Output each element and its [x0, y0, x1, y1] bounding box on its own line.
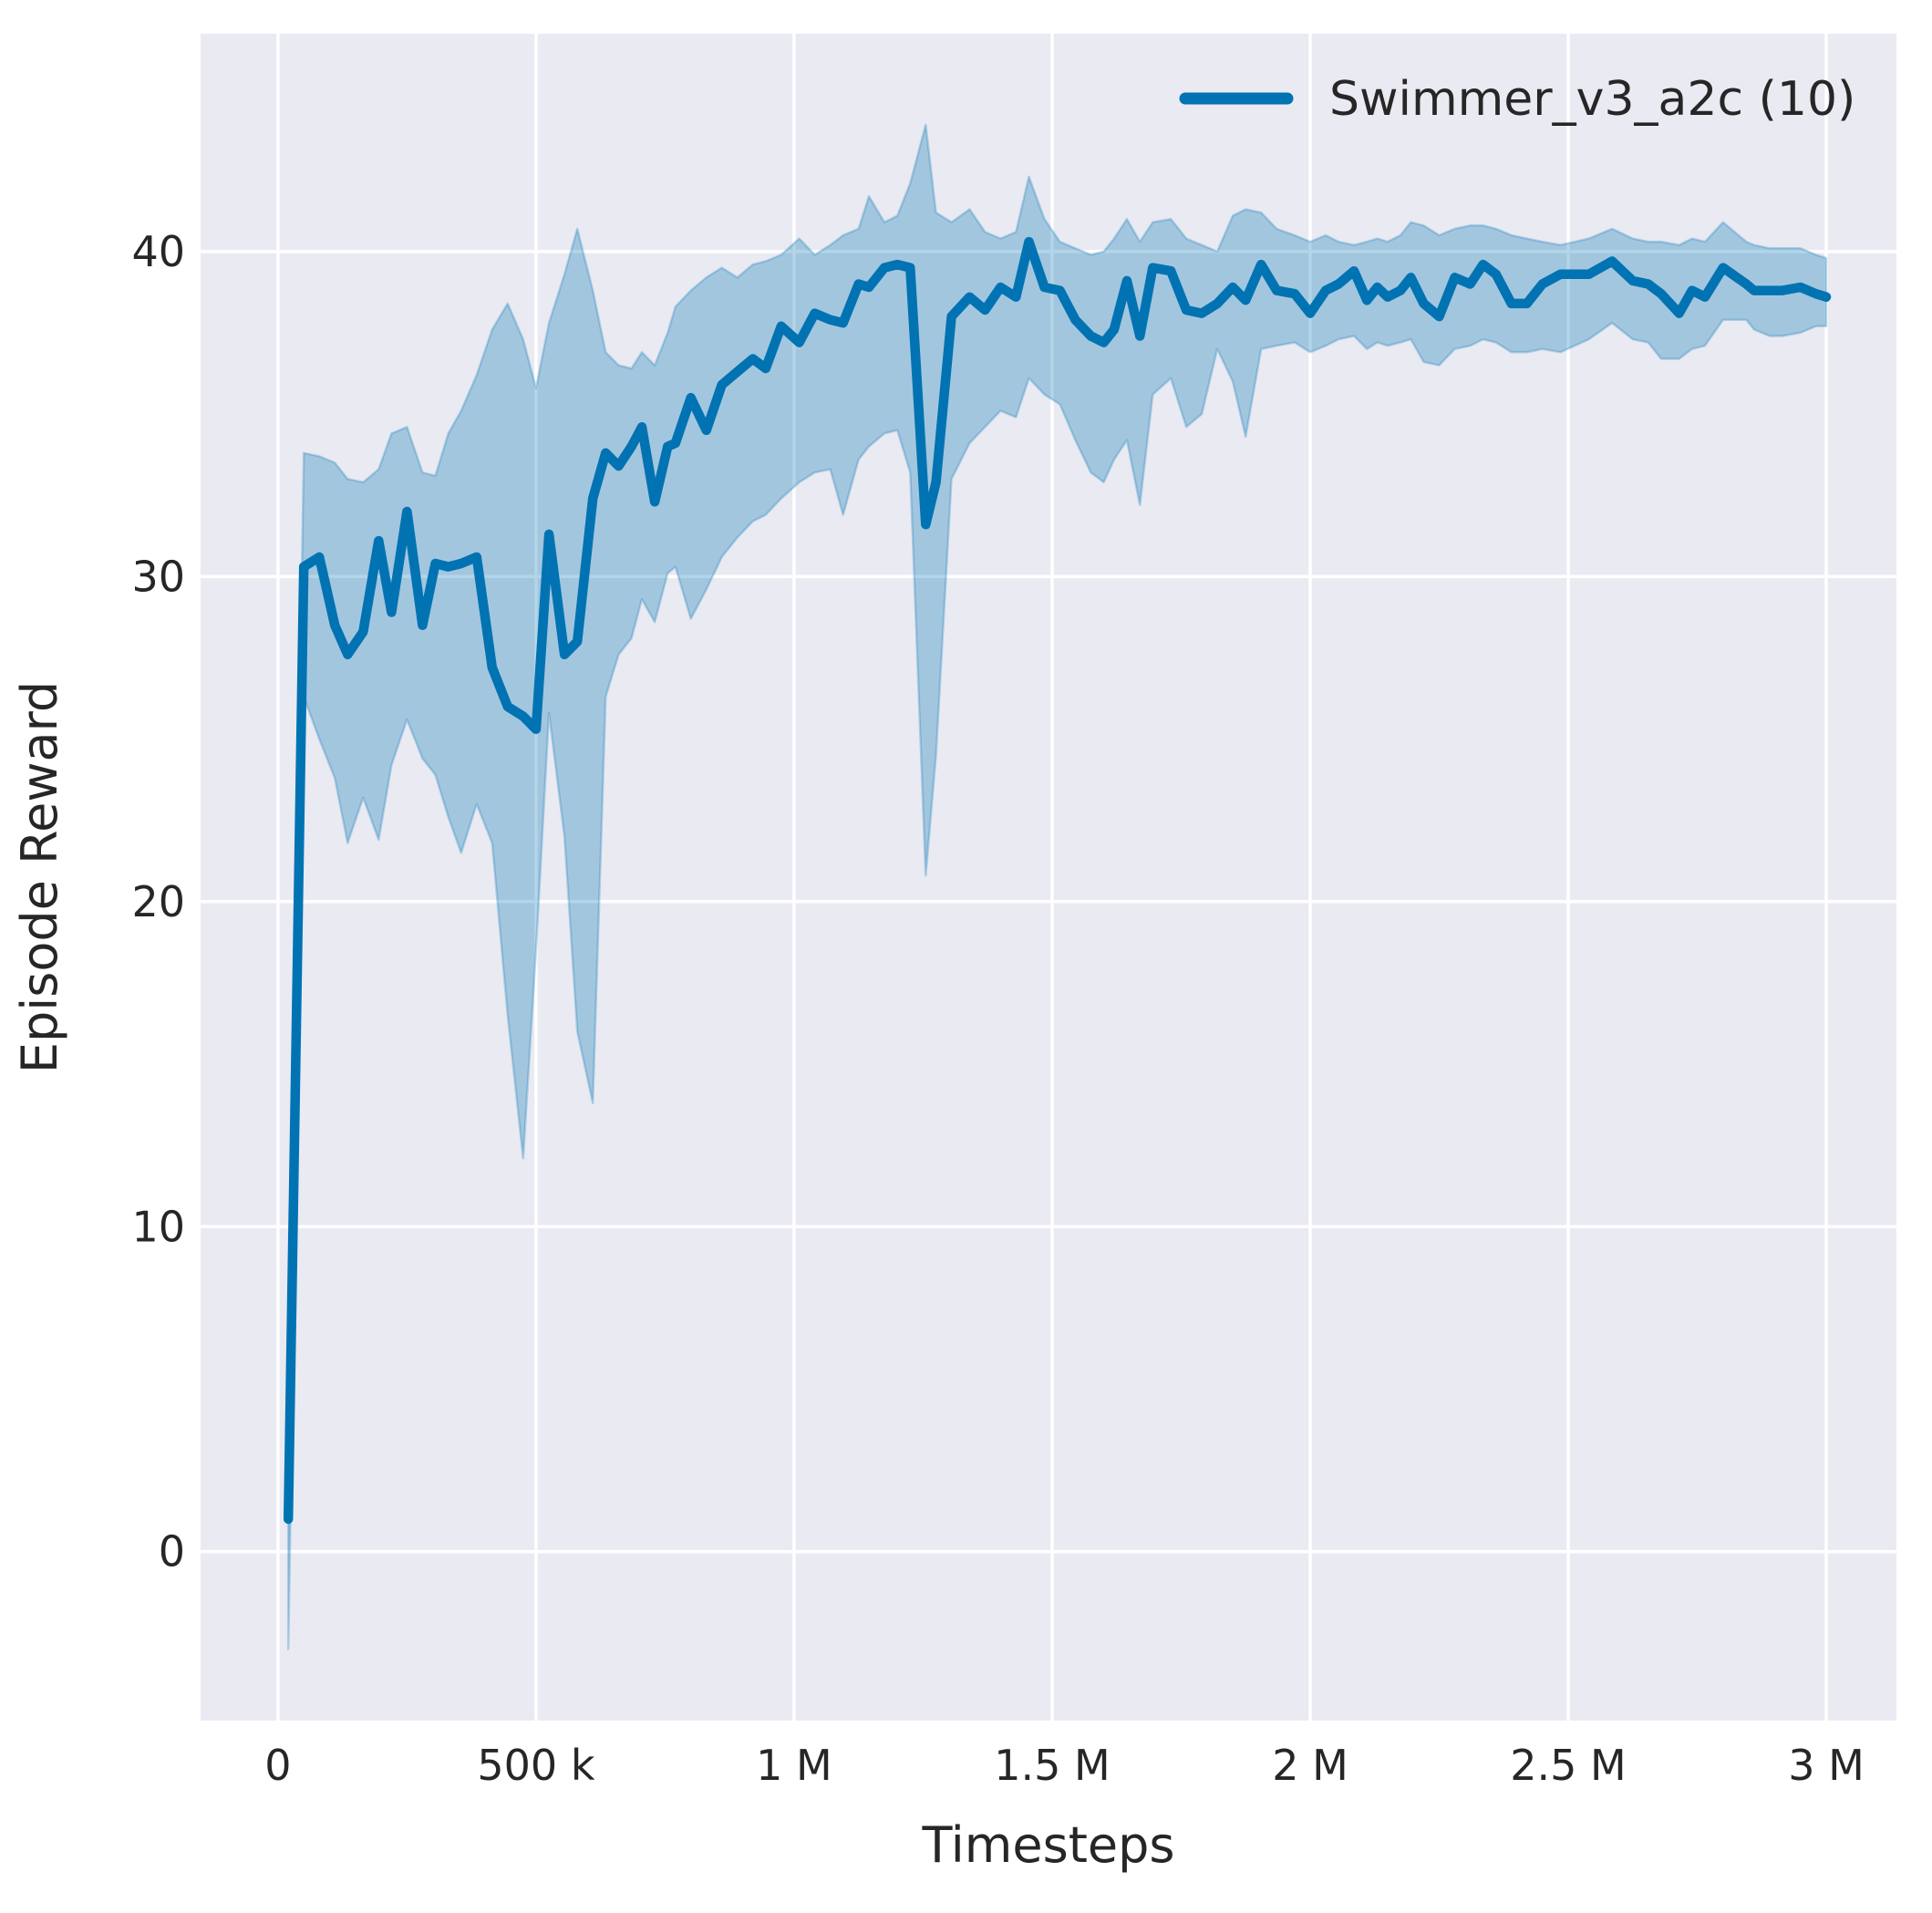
plot-area	[201, 34, 1896, 1721]
svg-text:1.5 M: 1.5 M	[994, 1741, 1110, 1790]
y-tick-labels: 0 10 20 30 40	[131, 227, 185, 1577]
svg-text:1 M: 1 M	[756, 1741, 832, 1790]
svg-text:30: 30	[131, 552, 185, 601]
svg-text:0: 0	[264, 1741, 291, 1790]
svg-text:20: 20	[131, 877, 185, 926]
series-line	[283, 236, 1832, 1525]
svg-text:3 M: 3 M	[1788, 1741, 1865, 1790]
legend: Swimmer_v3_a2c (10)	[1179, 72, 1855, 127]
gridlines	[201, 34, 1896, 1721]
y-axis-label: Episode Reward	[11, 681, 68, 1073]
x-axis-label: Timesteps	[921, 1816, 1174, 1874]
svg-text:500 k: 500 k	[477, 1741, 594, 1790]
confidence-band	[286, 123, 1828, 1650]
svg-text:10: 10	[131, 1202, 185, 1251]
svg-text:0: 0	[159, 1527, 185, 1577]
x-tick-labels: 0 500 k 1 M 1.5 M 2 M 2.5 M 3 M	[264, 1741, 1865, 1790]
svg-text:2.5 M: 2.5 M	[1510, 1741, 1626, 1790]
legend-label: Swimmer_v3_a2c (10)	[1329, 72, 1855, 127]
svg-text:2 M: 2 M	[1272, 1741, 1348, 1790]
svg-text:40: 40	[131, 227, 185, 276]
